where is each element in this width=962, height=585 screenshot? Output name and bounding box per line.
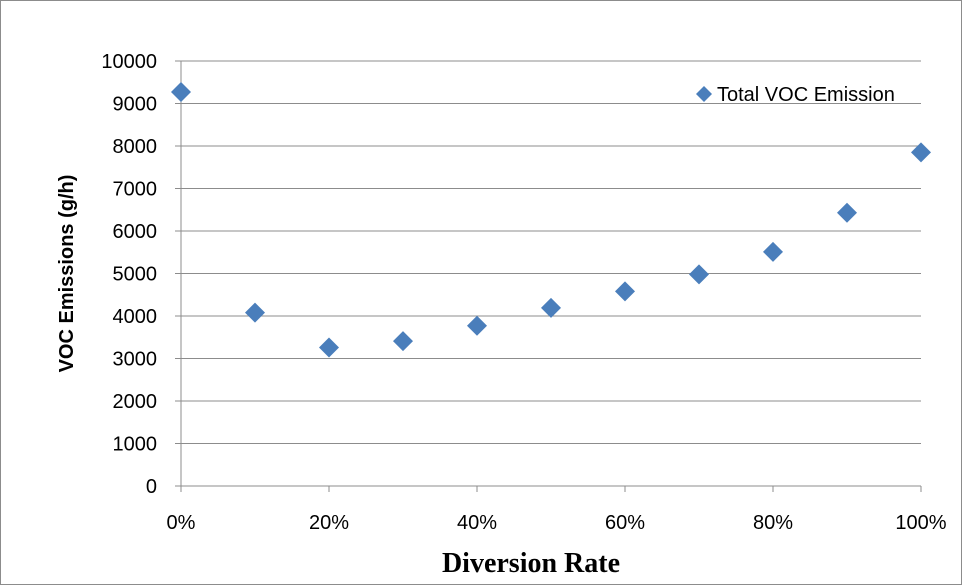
y-tick-label: 5000 <box>113 264 158 286</box>
y-tick-labels: 0 1000 2000 3000 4000 5000 6000 7000 8000 9000 100… <box>101 51 157 498</box>
y-tick-label: 10000 <box>101 51 157 73</box>
data-point <box>393 331 413 352</box>
data-point <box>541 297 561 318</box>
data-point <box>837 202 857 223</box>
gridlines <box>181 60 921 444</box>
legend-marker-icon <box>696 86 712 102</box>
data-point <box>689 264 709 285</box>
x-tick-label: 80% <box>753 512 793 534</box>
x-tick-label: 40% <box>457 512 497 534</box>
x-tick-label: 20% <box>309 512 349 534</box>
data-point <box>615 281 635 302</box>
y-tick-label: 1000 <box>113 434 158 456</box>
data-points <box>171 82 931 358</box>
legend: Total VOC Emission <box>696 84 895 106</box>
y-tick-label: 6000 <box>113 221 158 243</box>
y-tick-label: 2000 <box>113 391 158 413</box>
y-axis-label: VOC Emissions (g/h) <box>56 175 78 373</box>
x-tick-label: 0% <box>167 512 196 534</box>
y-tick-label: 0 <box>146 476 157 498</box>
y-tick-label: 8000 <box>113 136 158 158</box>
y-tick-label: 9000 <box>113 94 158 116</box>
x-axis-label: Diversion Rate <box>442 548 620 579</box>
data-point <box>171 82 191 103</box>
x-tick-label: 100% <box>895 512 946 534</box>
data-point <box>911 142 931 163</box>
x-tick-labels: 0% 20% 40% 60% 80% 100% <box>167 512 947 534</box>
x-tick-label: 60% <box>605 512 645 534</box>
legend-label: Total VOC Emission <box>717 84 895 106</box>
data-point <box>467 315 487 336</box>
y-tick-label: 7000 <box>113 179 158 201</box>
data-point <box>245 302 265 323</box>
data-point <box>763 241 783 262</box>
y-tick-label: 4000 <box>113 306 158 328</box>
y-tick-label: 3000 <box>113 349 158 371</box>
data-point <box>319 337 339 358</box>
axes <box>175 60 922 492</box>
